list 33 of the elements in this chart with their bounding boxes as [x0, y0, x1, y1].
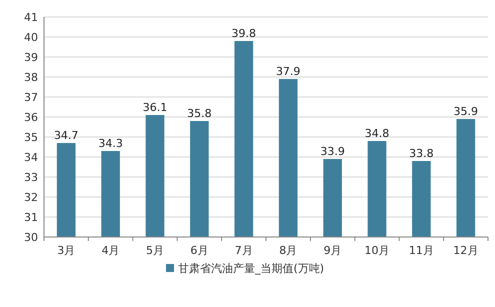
y-tick-label: 32 [24, 191, 38, 204]
y-tick-label: 34 [24, 151, 38, 164]
legend-label: 甘肃省汽油产量_当期值(万吨) [178, 262, 324, 275]
y-tick-label: 37 [24, 91, 38, 104]
data-label: 37.9 [276, 65, 300, 78]
y-tick-label: 39 [24, 51, 38, 64]
y-tick-label: 38 [24, 71, 38, 84]
data-label: 34.7 [54, 129, 78, 142]
x-tick-label: 4月 [102, 244, 120, 257]
y-tick-label: 35 [24, 131, 38, 144]
y-tick-label: 40 [24, 31, 38, 44]
y-tick-label: 33 [24, 171, 38, 184]
data-label: 36.1 [142, 101, 168, 114]
data-label: 34.8 [364, 127, 390, 140]
x-tick-label: 7月 [234, 244, 253, 257]
x-tick-label: 11月 [408, 244, 434, 257]
y-tick-label: 30 [24, 231, 38, 244]
data-label: 33.9 [320, 145, 345, 158]
x-tick-label: 6月 [190, 244, 208, 257]
data-label: 34.3 [98, 137, 123, 150]
y-tick-label: 31 [24, 211, 38, 224]
data-label: 35.9 [454, 105, 478, 118]
data-label: 35.8 [187, 107, 212, 120]
data-label: 33.8 [409, 147, 434, 160]
x-tick-label: 12月 [453, 244, 478, 257]
data-label: 39.8 [232, 27, 256, 40]
x-tick-label: 10月 [364, 244, 390, 257]
x-tick-label: 5月 [146, 244, 164, 257]
x-tick-label: 8月 [279, 244, 298, 257]
x-tick-label: 3月 [57, 244, 76, 257]
x-tick-label: 9月 [324, 244, 342, 257]
y-tick-label: 41 [24, 11, 38, 24]
y-tick-label: 36 [24, 111, 38, 124]
